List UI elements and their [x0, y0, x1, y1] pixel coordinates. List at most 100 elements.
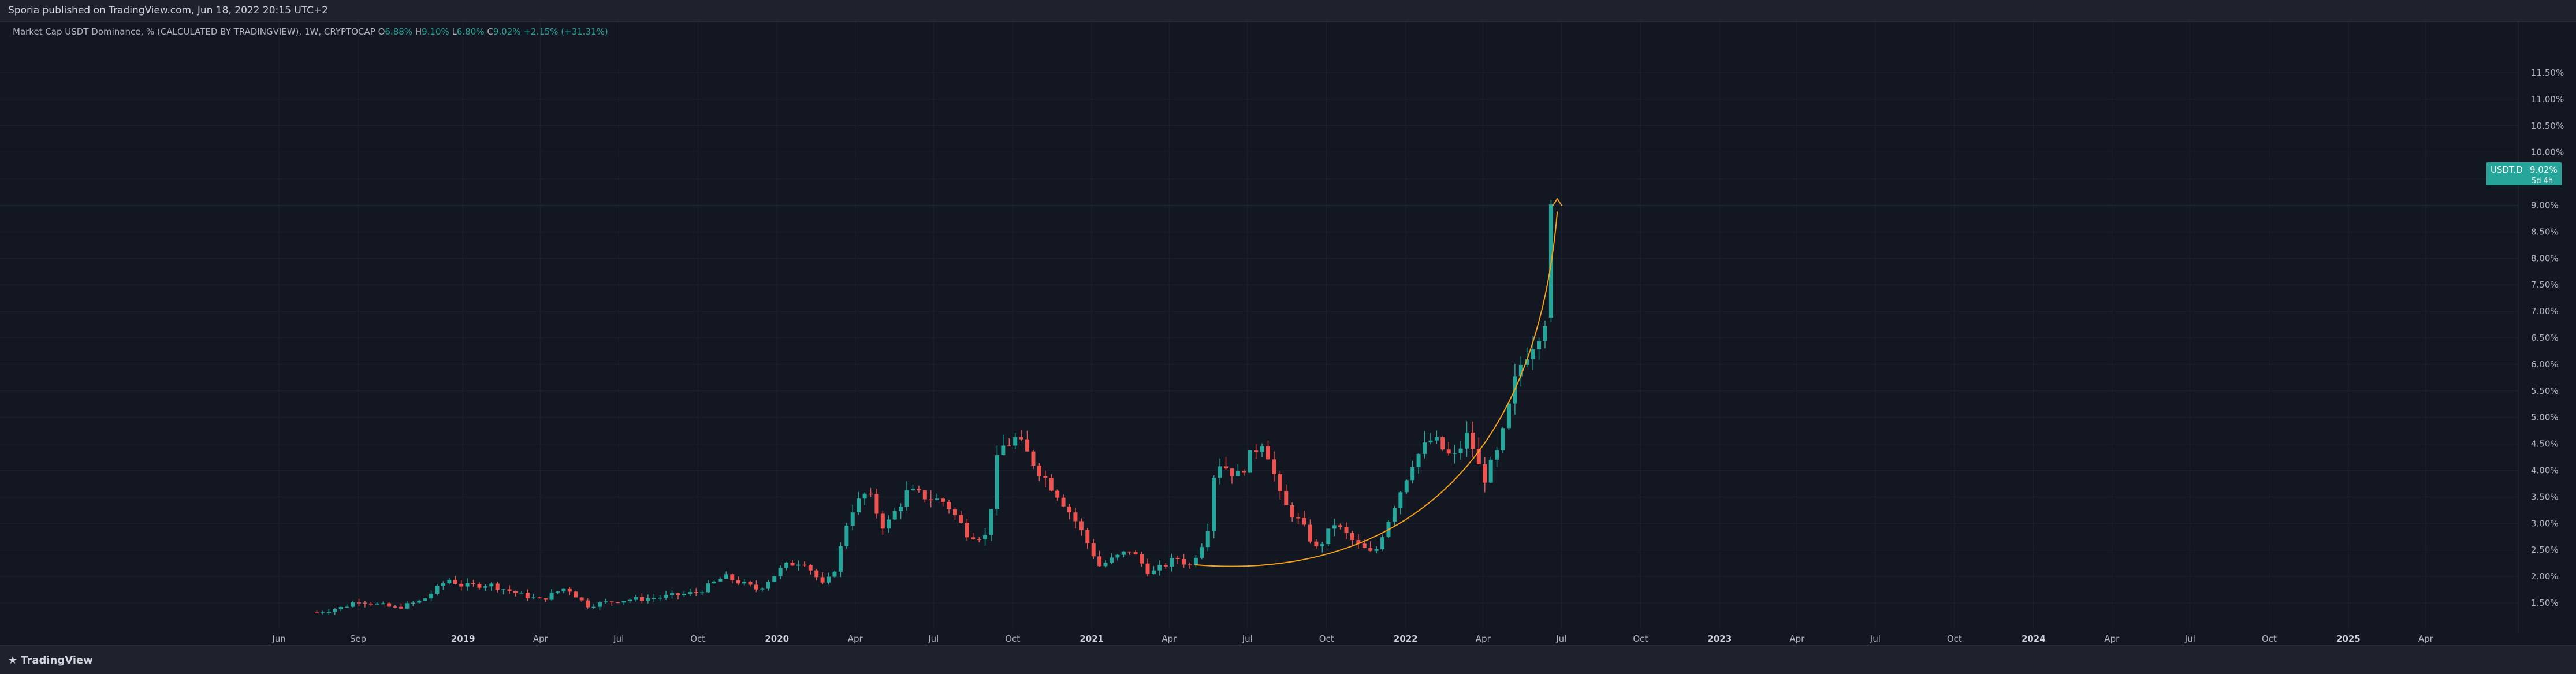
candle-body	[1133, 552, 1138, 555]
price-tick-label: 1.50%	[2531, 598, 2559, 608]
candle-body	[1476, 449, 1481, 464]
time-tick-label: 2021	[1079, 634, 1104, 644]
candle-body	[1453, 453, 1457, 454]
chart-area[interactable]: 1.50% 2.00% 2.50% 3.00% 3.50% 4.00% 4.50% 5.00%…	[0, 22, 2576, 645]
candle-body	[887, 519, 891, 529]
price-tag-price: 9.02%	[2530, 165, 2558, 175]
candle-body	[1506, 403, 1511, 429]
candle-body	[387, 603, 392, 607]
candle-body	[1109, 557, 1114, 563]
candle-body	[549, 593, 554, 600]
time-tick-label: Apr	[2104, 634, 2120, 644]
legend-title: Market Cap USDT Dominance, % (CALCULATED…	[13, 27, 375, 37]
candle-body	[351, 602, 355, 607]
candle-body	[778, 568, 783, 576]
footer-bar: ★ TradingView	[0, 645, 2576, 674]
candle-body	[1404, 480, 1409, 493]
candle-body	[399, 606, 403, 609]
candle-body	[459, 584, 464, 587]
candle-body	[832, 571, 837, 577]
candle-body	[862, 493, 867, 499]
candle-body	[639, 597, 644, 601]
candle-body	[754, 584, 758, 590]
candle-body	[519, 593, 524, 594]
price-chart[interactable]: 1.50% 2.00% 2.50% 3.00% 3.50% 4.00% 4.50% 5.00%…	[0, 22, 2576, 645]
publisher-text: Sporia published on TradingView.com, Jun…	[8, 5, 329, 16]
candle-body	[1266, 446, 1270, 460]
time-tick-label: 2023	[1707, 634, 1732, 644]
candle-body	[338, 607, 343, 609]
candle-body	[880, 513, 885, 529]
candle-body	[646, 598, 650, 601]
candle-body	[1254, 450, 1259, 452]
candle-body	[621, 601, 626, 603]
candle-body	[959, 515, 963, 523]
price-axis[interactable]: 1.50% 2.00% 2.50% 3.00% 3.50% 4.00% 4.50% 5.00%…	[2518, 22, 2564, 645]
candle-body	[1398, 492, 1403, 508]
price-tick-label: 8.50%	[2531, 226, 2559, 237]
candle-body	[1230, 468, 1234, 476]
candle-body	[658, 597, 662, 599]
candle-body	[1495, 450, 1499, 460]
price-tick-label: 4.00%	[2531, 466, 2559, 476]
candle-body	[1193, 557, 1198, 565]
price-tick-label: 3.50%	[2531, 491, 2559, 502]
candle-body	[555, 591, 560, 593]
candle-body	[814, 570, 819, 578]
tradingview-logo[interactable]: ★ TradingView	[8, 654, 93, 666]
candle-body	[1392, 508, 1397, 522]
time-axis[interactable]: Jun Sep 2019 Apr Jul Oct 2020 Apr Jul Oct 2021 Apr J…	[0, 632, 2576, 645]
candle-body	[718, 579, 723, 582]
candle-body	[465, 583, 470, 587]
time-axis-band	[0, 632, 2576, 645]
grid-lines	[0, 22, 2518, 630]
candle-body	[321, 612, 325, 613]
candle-body	[447, 579, 452, 584]
candle-body	[1423, 442, 1427, 454]
price-tag-countdown: 5d 4h	[2532, 177, 2553, 185]
candle-body	[941, 498, 945, 502]
candle-body	[952, 509, 957, 515]
time-tick-label: Apr	[1789, 634, 1805, 644]
candle-body	[1458, 448, 1463, 453]
candle-body	[507, 589, 512, 591]
candle-body	[1025, 439, 1030, 452]
candle-body	[1434, 437, 1439, 441]
time-tick-label: Apr	[848, 634, 863, 644]
time-tick-label: Oct	[2262, 634, 2277, 644]
candle-body	[1543, 326, 1547, 341]
candle-body	[1248, 450, 1252, 473]
price-tick-label: 10.00%	[2531, 147, 2564, 158]
candle-body	[1218, 466, 1222, 478]
legend-high: 9.10%	[422, 27, 449, 37]
candle-body	[1290, 505, 1294, 518]
time-tick-label: Jul	[1870, 634, 1881, 644]
candle-body	[688, 592, 693, 594]
candle-body	[574, 591, 578, 598]
price-tick-label: 11.00%	[2531, 94, 2564, 105]
candle-body	[375, 603, 379, 605]
legend-close-label: C	[487, 27, 493, 37]
candle-body	[724, 574, 728, 579]
candle-body	[1085, 530, 1090, 543]
candle-body	[977, 539, 981, 541]
candle-body	[1332, 525, 1337, 529]
candle-body	[477, 584, 482, 588]
legend-low-label: L	[452, 27, 457, 37]
candle-body	[1272, 459, 1276, 474]
candle-body	[869, 493, 873, 495]
candle-body	[356, 602, 361, 604]
time-tick-label: Apr	[1162, 634, 1177, 644]
time-tick-label: Apr	[533, 634, 549, 644]
candle-body	[1416, 453, 1421, 467]
candle-body	[947, 502, 951, 509]
candle-body	[1127, 551, 1132, 553]
candle-body	[772, 576, 777, 582]
candle-body	[1314, 541, 1319, 546]
time-tick-label: Apr	[1476, 634, 1491, 644]
candle-body	[1284, 491, 1289, 505]
candle-body	[899, 506, 903, 511]
candle-body	[561, 588, 566, 592]
legend-close: 9.02%	[493, 27, 521, 37]
candle-body	[368, 604, 373, 605]
